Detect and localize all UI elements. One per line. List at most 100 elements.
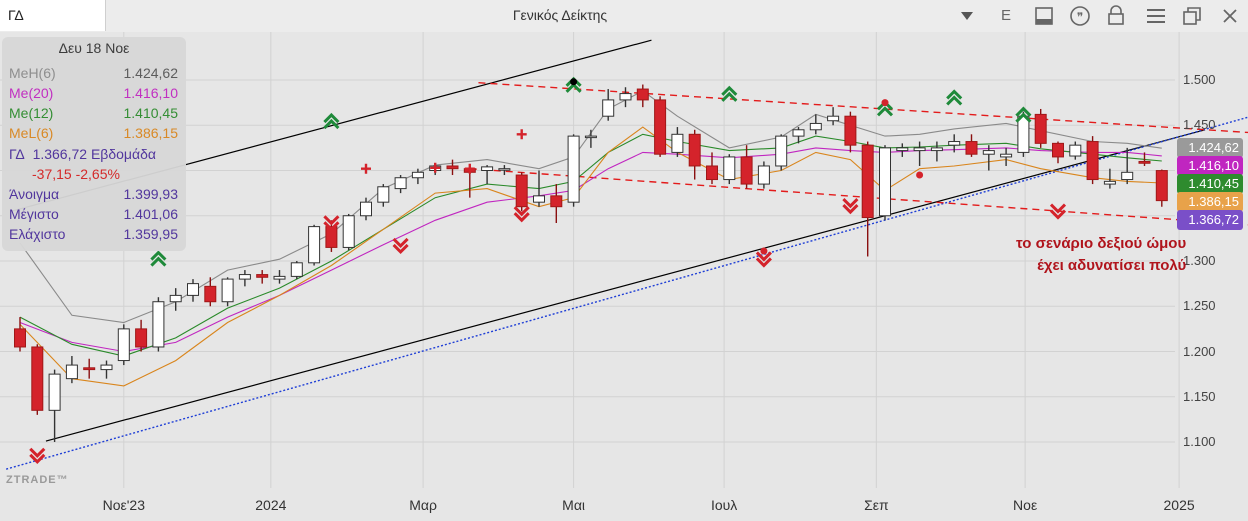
trendline bbox=[469, 167, 1248, 226]
candle bbox=[533, 195, 545, 203]
y-tick-label: 1.500 bbox=[1183, 72, 1216, 87]
x-tick-label: Σεπ bbox=[864, 497, 889, 513]
candle bbox=[83, 367, 96, 371]
candle bbox=[377, 186, 390, 203]
panel-icon[interactable] bbox=[1032, 0, 1056, 31]
symbol-input[interactable]: ΓΔ bbox=[0, 0, 106, 31]
watermark-logo: ZTRADE™ bbox=[6, 474, 69, 486]
last-label: ΓΔ 1.366,72 Εβδομάδα bbox=[9, 146, 156, 162]
menu-icon[interactable] bbox=[1144, 0, 1168, 31]
candle bbox=[827, 115, 840, 122]
candle bbox=[913, 147, 926, 152]
candle bbox=[879, 147, 891, 217]
candle bbox=[982, 150, 995, 155]
x-tick-label: 2025 bbox=[1163, 497, 1195, 513]
annotation-text: το σενάριο δεξιού ώμου έχει αδυνατίσει π… bbox=[1016, 233, 1186, 277]
buy-signal-icon bbox=[323, 112, 340, 130]
candle bbox=[515, 174, 528, 208]
candle bbox=[221, 278, 234, 303]
pivot-dot bbox=[570, 78, 578, 86]
candle bbox=[204, 285, 217, 303]
open-value: 1.399,93 bbox=[123, 186, 179, 202]
candle bbox=[117, 328, 130, 362]
y-tick-label: 1.450 bbox=[1183, 117, 1216, 133]
info-date: Δευ 18 Νοε bbox=[58, 40, 130, 56]
pivot-dot bbox=[881, 99, 889, 107]
candle bbox=[290, 262, 303, 277]
sell-signal-icon bbox=[513, 206, 530, 223]
sell-signal-icon bbox=[755, 251, 772, 268]
candle bbox=[723, 156, 736, 181]
candle bbox=[14, 328, 26, 348]
plus-marker bbox=[516, 129, 527, 140]
lock-icon[interactable] bbox=[1104, 0, 1128, 31]
me12-label: Me(12) bbox=[9, 105, 54, 121]
sell-signal-icon bbox=[323, 215, 340, 232]
candle bbox=[619, 93, 632, 101]
x-tick-label: Νοε'23 bbox=[102, 497, 145, 513]
x-tick-label: 2024 bbox=[255, 497, 287, 513]
quote-icon[interactable]: ❞ bbox=[1068, 0, 1092, 31]
plus-marker bbox=[361, 163, 371, 174]
y-tick-label: 1.300 bbox=[1183, 253, 1216, 268]
y-tick-label: 1.250 bbox=[1183, 298, 1216, 314]
price-chart[interactable] bbox=[0, 32, 1248, 521]
candle bbox=[65, 364, 78, 380]
restore-icon[interactable] bbox=[1180, 0, 1204, 31]
candle bbox=[775, 135, 788, 167]
candle bbox=[1155, 170, 1168, 202]
open-label: Άνοιγμα bbox=[9, 186, 60, 202]
candle bbox=[273, 275, 286, 280]
e-button[interactable]: E bbox=[1000, 7, 1011, 24]
candle bbox=[706, 165, 718, 181]
pivot-dot bbox=[760, 247, 768, 255]
candle bbox=[1034, 113, 1047, 144]
candle bbox=[1069, 144, 1082, 157]
annotation-line-2: έχει αδυνατίσει πολύ bbox=[1037, 257, 1187, 274]
y-tick-label: 1.100 bbox=[1183, 434, 1216, 449]
me20-label: Me(20) bbox=[9, 85, 54, 101]
candle bbox=[1000, 153, 1013, 158]
x-tick-label: Ιουλ bbox=[710, 497, 738, 513]
x-tick-label: Νοε bbox=[1013, 497, 1038, 513]
candle bbox=[671, 133, 684, 153]
candle bbox=[930, 147, 943, 152]
candle bbox=[688, 133, 701, 167]
y-tick-label: 1.150 bbox=[1183, 388, 1216, 404]
sell-signal-icon bbox=[1049, 203, 1067, 220]
y-tick-label: 1.200 bbox=[1183, 343, 1216, 359]
candle bbox=[1103, 180, 1116, 185]
meh6-value: 1.424,62 bbox=[123, 65, 179, 81]
candle bbox=[1086, 141, 1099, 181]
candle bbox=[325, 226, 338, 248]
trendline bbox=[5, 116, 1248, 470]
candle bbox=[238, 274, 251, 280]
high-value: 1.401,06 bbox=[123, 206, 179, 222]
me12-badge: 1.410,45 bbox=[1177, 174, 1243, 195]
candle bbox=[152, 301, 165, 348]
candle bbox=[1138, 160, 1151, 164]
plus-marker bbox=[430, 162, 441, 173]
candle bbox=[411, 171, 424, 179]
low-label: Ελάχιστο bbox=[9, 226, 66, 242]
candle bbox=[948, 141, 961, 146]
mel6-value: 1.386,15 bbox=[123, 125, 179, 141]
candle bbox=[809, 122, 822, 131]
candle bbox=[308, 226, 321, 264]
buy-signal-icon bbox=[150, 250, 167, 267]
window-title: Γενικός Δείκτης bbox=[512, 7, 608, 23]
candle bbox=[100, 364, 113, 371]
low-value: 1.359,95 bbox=[123, 226, 179, 242]
candle bbox=[567, 135, 580, 203]
candle bbox=[636, 88, 649, 101]
close-icon[interactable] bbox=[1218, 0, 1242, 31]
candle bbox=[169, 294, 182, 303]
caret-down-icon[interactable] bbox=[956, 0, 978, 31]
sell-signal-icon bbox=[29, 447, 46, 464]
me20-badge: 1.416,10 bbox=[1177, 156, 1243, 177]
mel6-badge: 1.386,15 bbox=[1177, 192, 1243, 213]
candle bbox=[135, 328, 148, 348]
change-value: -37,15 -2,65% bbox=[32, 166, 120, 182]
candle bbox=[740, 156, 753, 185]
candle bbox=[31, 346, 44, 411]
